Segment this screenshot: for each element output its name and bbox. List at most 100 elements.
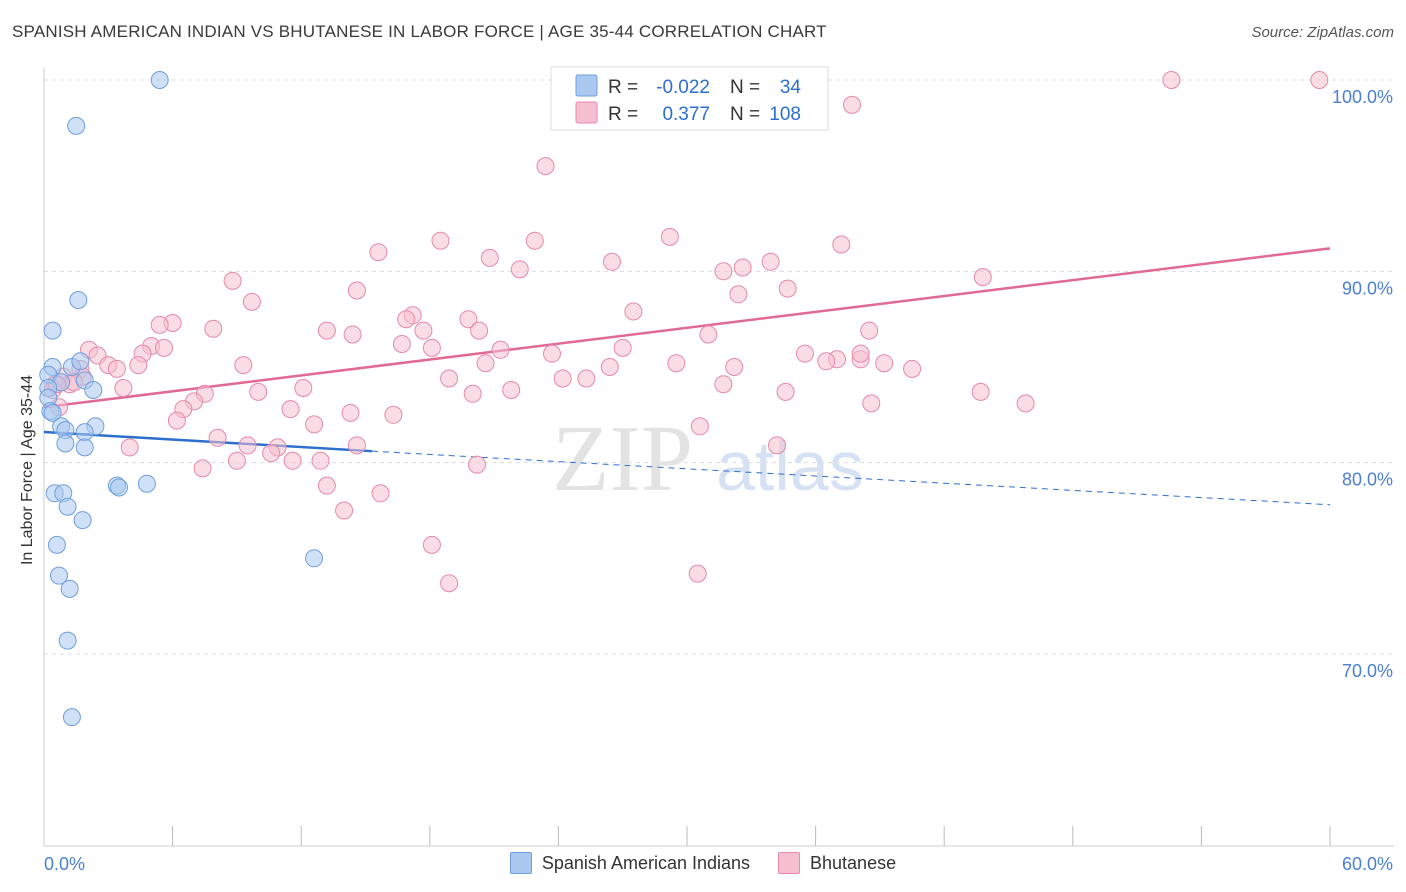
data-point-bhutanese (397, 310, 416, 329)
stats-r-label-pink: R = (608, 104, 638, 125)
data-point-bhutanese (294, 379, 313, 397)
data-point-bhutanese (851, 344, 870, 363)
data-point-bhutanese (440, 369, 459, 388)
data-point-spanish-american-indian (62, 708, 81, 727)
data-point-bhutanese (317, 321, 336, 340)
trend-line-spanish-american-indians-extension (371, 450, 1331, 506)
stats-n-label-pink: N = (730, 104, 760, 125)
data-point-bhutanese (714, 262, 733, 281)
data-point-bhutanese (776, 382, 795, 401)
data-point-bhutanese (431, 231, 450, 250)
stats-swatch-blue (575, 74, 598, 97)
data-point-spanish-american-indian (67, 116, 86, 135)
data-point-bhutanese (660, 227, 679, 246)
legend-label-spanish-american-indians: Spanish American Indians (541, 852, 751, 873)
trend-lines (43, 247, 1331, 506)
data-point-spanish-american-indian (75, 438, 94, 457)
data-point-bhutanese (699, 325, 718, 344)
data-point-bhutanese (311, 451, 330, 470)
watermark-zip: ZIP (552, 407, 693, 511)
data-point-spanish-american-indian (69, 291, 88, 309)
data-point-bhutanese (468, 455, 486, 474)
stats-r-value-blue: -0.022 (656, 77, 710, 98)
data-point-bhutanese (1162, 71, 1181, 89)
legend-swatch-blue (509, 852, 532, 874)
data-point-bhutanese (973, 268, 992, 287)
y-tick-labels: 70.0% 80.0% 90.0% 100.0% (1332, 87, 1393, 681)
data-point-bhutanese (347, 281, 366, 300)
data-point-bhutanese (150, 315, 169, 334)
data-point-bhutanese (778, 279, 797, 298)
data-point-bhutanese (283, 451, 302, 470)
data-point-spanish-american-indian (47, 535, 66, 554)
legend-item-spanish-american-indians: Spanish American Indians (509, 852, 751, 874)
data-point-bhutanese (613, 338, 632, 357)
data-point-bhutanese (768, 436, 786, 455)
data-point-bhutanese (1310, 71, 1329, 89)
data-point-bhutanese (414, 321, 433, 340)
data-point-bhutanese (725, 358, 744, 376)
data-point-spanish-american-indian (137, 474, 156, 493)
y-tick-label: 70.0% (1342, 661, 1393, 681)
data-point-bhutanese (536, 157, 555, 176)
data-point-bhutanese (600, 358, 619, 376)
data-point-bhutanese (120, 438, 139, 457)
data-point-bhutanese (577, 369, 596, 388)
data-point-bhutanese (422, 535, 441, 554)
data-point-bhutanese (862, 394, 881, 413)
data-point-spanish-american-indian (84, 381, 103, 399)
data-point-spanish-american-indian (58, 631, 77, 650)
data-point-bhutanese (155, 338, 173, 357)
data-point-bhutanese (761, 252, 780, 271)
data-point-bhutanese (795, 344, 814, 363)
data-point-bhutanese (208, 428, 227, 447)
data-point-bhutanese (193, 459, 212, 478)
series-legend: Spanish American Indians Bhutanese (0, 852, 1406, 874)
data-point-bhutanese (129, 356, 148, 375)
data-point-bhutanese (422, 338, 441, 357)
data-point-bhutanese (234, 356, 253, 375)
data-point-bhutanese (817, 352, 836, 371)
legend-item-bhutanese: Bhutanese (778, 852, 896, 874)
y-tick-label: 80.0% (1342, 470, 1393, 490)
data-point-bhutanese (688, 564, 707, 583)
data-point-bhutanese (860, 321, 879, 340)
data-point-bhutanese (371, 484, 390, 503)
x-tick-labels: 0.0% 60.0% (44, 854, 1393, 874)
data-point-bhutanese (305, 415, 324, 434)
watermark-atlas: atlas (716, 427, 864, 505)
chart-source: Source: ZipAtlas.com (1251, 24, 1394, 41)
data-point-bhutanese (832, 235, 851, 254)
data-point-bhutanese (262, 444, 281, 463)
data-point-bhutanese (463, 384, 482, 403)
data-point-bhutanese (114, 379, 133, 397)
data-point-bhutanese (335, 501, 354, 520)
data-point-bhutanese (281, 400, 300, 419)
data-point-spanish-american-indian (110, 478, 128, 497)
data-point-bhutanese (242, 292, 261, 311)
y-tick-label: 90.0% (1342, 278, 1393, 298)
data-point-bhutanese (729, 285, 748, 304)
trend-line-spanish-american-indians (43, 430, 373, 453)
data-point-bhutanese (384, 405, 403, 424)
data-point-spanish-american-indian (150, 71, 169, 89)
data-point-spanish-american-indian (43, 321, 62, 340)
data-point-spanish-american-indian (71, 352, 90, 371)
data-point-bhutanese (167, 411, 186, 430)
stats-n-value-pink: 108 (769, 104, 801, 125)
stats-swatch-pink (575, 101, 598, 124)
data-point-bhutanese (470, 321, 489, 340)
data-point-bhutanese (875, 354, 894, 373)
data-point-bhutanese (227, 451, 246, 470)
data-point-spanish-american-indian (60, 579, 79, 598)
data-point-bhutanese (971, 382, 990, 401)
data-point-bhutanese (204, 319, 223, 338)
stats-r-value-pink: 0.377 (662, 104, 710, 125)
data-point-bhutanese (476, 354, 495, 373)
data-point-bhutanese (903, 359, 922, 378)
data-point-bhutanese (459, 310, 478, 329)
data-points (39, 71, 1329, 727)
x-tick-label: 0.0% (44, 854, 85, 874)
data-point-bhutanese (317, 476, 336, 495)
data-point-bhutanese (603, 252, 621, 271)
